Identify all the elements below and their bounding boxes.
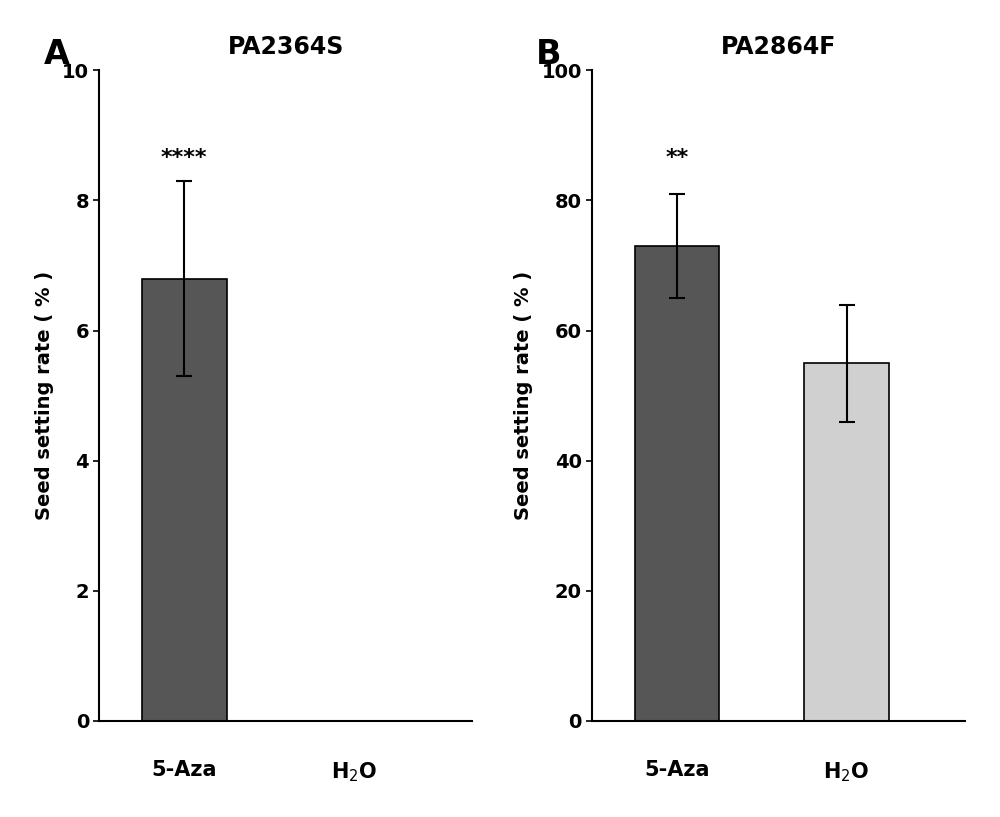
Title: PA2364S: PA2364S [228, 34, 344, 59]
Bar [635, 246, 719, 721]
Text: ****: **** [161, 148, 207, 168]
Text: H$_2$O: H$_2$O [823, 760, 870, 784]
Text: A: A [44, 38, 69, 71]
Text: 5-Aza: 5-Aza [151, 760, 217, 780]
Bar [142, 279, 227, 721]
Y-axis label: Seed setting rate ( % ): Seed setting rate ( % ) [514, 271, 533, 520]
Text: B: B [536, 38, 562, 71]
Title: PA2864F: PA2864F [721, 34, 836, 59]
Text: 5-Aza: 5-Aza [644, 760, 710, 780]
Text: H$_2$O: H$_2$O [331, 760, 377, 784]
Y-axis label: Seed setting rate ( % ): Seed setting rate ( % ) [35, 271, 54, 520]
Text: **: ** [665, 148, 689, 168]
Bar [804, 363, 889, 721]
